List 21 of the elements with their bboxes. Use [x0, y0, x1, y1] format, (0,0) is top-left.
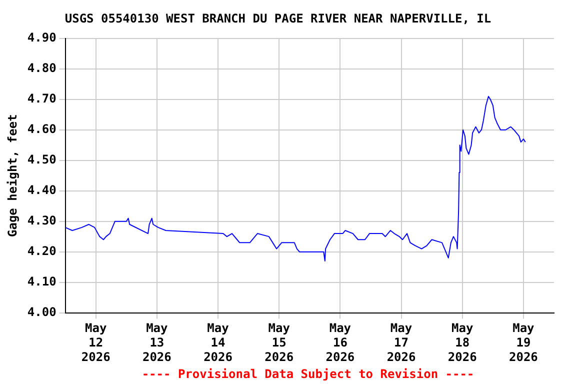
y-tick-label: 4.60 — [27, 122, 56, 136]
x-tick-label: May 19 2026 — [509, 321, 538, 364]
y-tick-label: 4.40 — [27, 182, 56, 197]
y-tick-label: 4.80 — [27, 61, 56, 76]
y-tick-label: 4.00 — [27, 304, 56, 319]
y-axis-title: Gage height, feet — [5, 114, 20, 238]
y-tick-label: 4.20 — [27, 244, 56, 258]
x-tick-label: May 17 2026 — [386, 321, 416, 364]
chart-title: USGS 05540130 WEST BRANCH DU PAGE RIVER NEAR NAPERVILLE, IL — [64, 11, 492, 26]
y-tick-label: 4.50 — [27, 152, 56, 166]
x-tick-label: May 18 2026 — [448, 321, 477, 364]
y-tick-label: 4.90 — [27, 30, 56, 45]
y-tick-label: 4.10 — [27, 274, 56, 288]
y-tick-label: 4.70 — [27, 92, 56, 106]
x-tick-label: May 15 2026 — [264, 321, 294, 364]
x-tick-label: May 13 2026 — [142, 321, 172, 364]
x-tick-label: May 14 2026 — [204, 321, 232, 364]
x-tick-label: May 16 2026 — [326, 321, 355, 364]
y-tick-label: 4.30 — [27, 213, 56, 228]
x-tick-label: May 12 2026 — [81, 321, 110, 364]
text: ---- Provisional Data Subject to Revision ---- — [142, 367, 474, 382]
